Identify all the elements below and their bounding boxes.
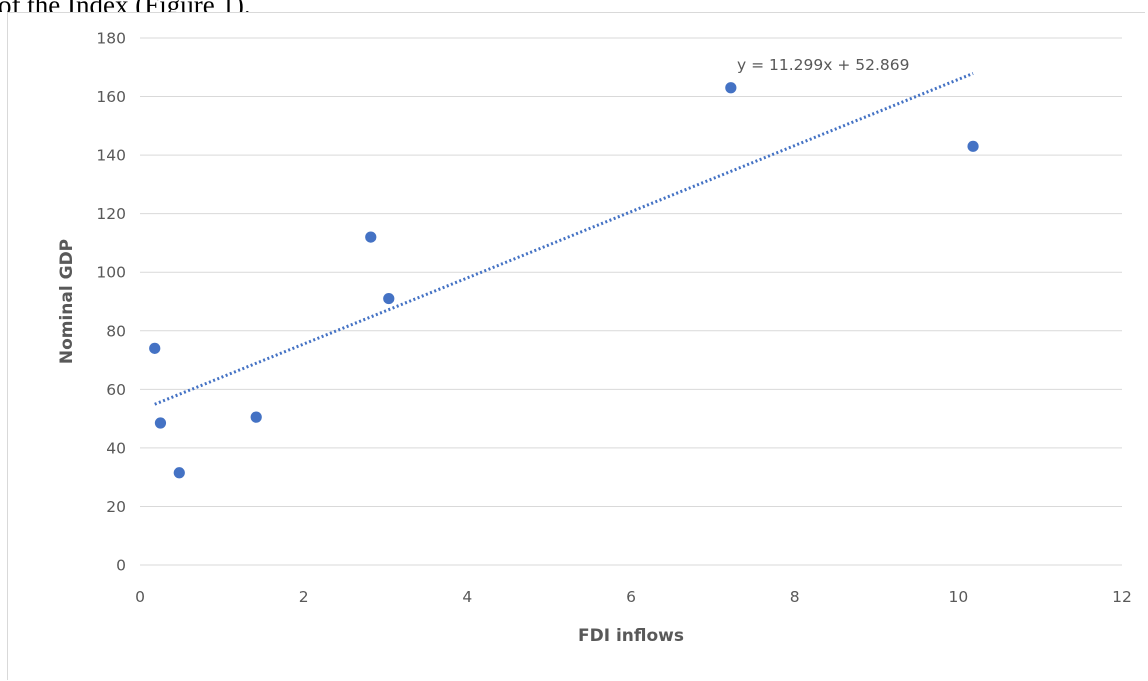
x-tick-label: 6 <box>626 588 636 606</box>
trendline-layer <box>154 72 974 406</box>
data-point <box>725 82 737 94</box>
trendline-equation: y = 11.299x + 52.869 <box>737 56 910 74</box>
chart-frame <box>7 12 1145 680</box>
y-tick-label: 60 <box>106 381 126 399</box>
data-point <box>250 411 262 423</box>
data-point <box>383 292 395 305</box>
data-point <box>365 231 377 243</box>
x-tick-label: 4 <box>462 588 472 606</box>
data-points <box>149 82 979 479</box>
y-tick-label: 100 <box>96 264 126 282</box>
x-tick-label: 2 <box>299 588 309 606</box>
data-point <box>967 140 979 152</box>
x-tick-label: 12 <box>1112 588 1132 606</box>
data-point <box>154 417 167 429</box>
y-axis-title: Nominal GDP <box>57 239 77 364</box>
y-tick-label: 0 <box>116 557 126 575</box>
x-tick-label: 10 <box>948 588 968 606</box>
y-tick-label: 80 <box>106 322 126 340</box>
y-tick-label: 20 <box>106 498 126 516</box>
y-tick-label: 120 <box>96 205 126 223</box>
y-tick-label: 140 <box>96 147 126 165</box>
data-point <box>149 342 161 354</box>
y-tick-label: 40 <box>106 439 126 457</box>
caption-text: of the Index (Figure 1). <box>0 0 255 12</box>
tick-labels: 0 20 40 60 80 100 120 140 160 180 0 2 4 6 8 10 12 <box>96 30 1131 607</box>
x-tick-label: 8 <box>790 588 800 606</box>
y-tick-label: 160 <box>96 88 126 106</box>
trendline <box>154 72 974 406</box>
data-point <box>173 467 185 479</box>
gridlines <box>140 37 1122 566</box>
x-axis-title: FDI inflows <box>578 626 684 646</box>
x-tick-label: 0 <box>135 588 145 606</box>
y-tick-label: 180 <box>96 30 126 48</box>
